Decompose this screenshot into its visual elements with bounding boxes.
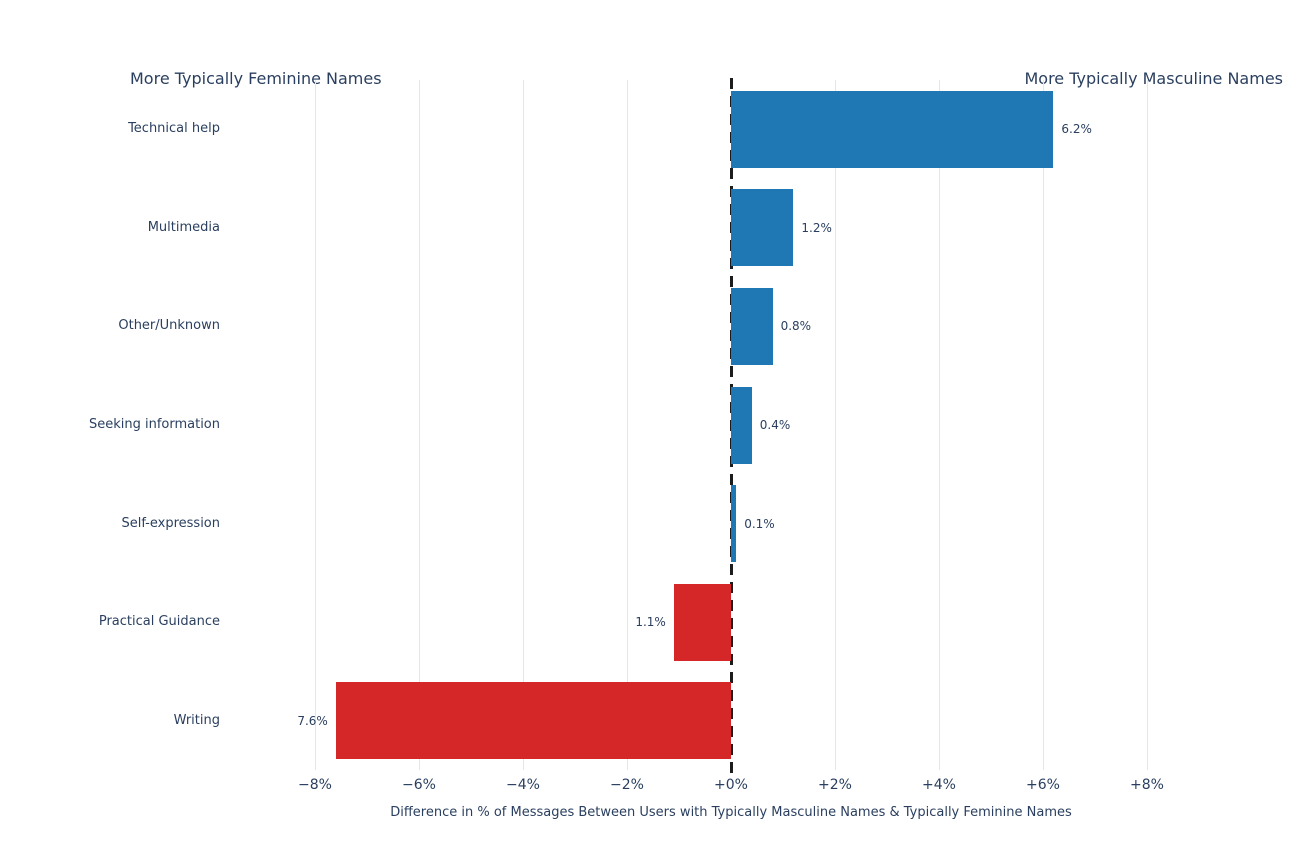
bar-value-label-seeking-information: 0.4% xyxy=(759,418,791,432)
bar-value-label-self-expression: 0.1% xyxy=(744,516,775,531)
x-tick-label: +6% xyxy=(1026,777,1060,793)
x-tick-label: −8% xyxy=(298,777,332,793)
x-tick-label: −2% xyxy=(610,777,644,793)
category-label-self-expression: Self-expression xyxy=(121,515,220,531)
bar-practical-guidance xyxy=(673,583,731,661)
x-tick-label: −4% xyxy=(506,777,540,793)
gridline xyxy=(314,80,316,770)
gridline xyxy=(522,80,524,770)
gridline xyxy=(834,80,836,770)
bar-technical-help xyxy=(731,90,1054,168)
left-column-header: More Typically Feminine Names xyxy=(130,69,382,88)
category-label-practical-guidance: Practical Guidance xyxy=(98,614,220,630)
bar-value-label-technical-help: 6.2% xyxy=(1061,122,1092,137)
category-label-multimedia: Multimedia xyxy=(147,219,220,235)
category-label-other-unknown: Other/Unknown xyxy=(118,318,220,334)
category-label-writing: Writing xyxy=(173,712,220,728)
category-label-seeking-information: Seeking information xyxy=(88,417,220,432)
x-axis-title: Difference in % of Messages Between User… xyxy=(390,805,1072,820)
x-tick-label: +0% xyxy=(714,777,748,793)
category-label-technical-help: Technical help xyxy=(128,121,220,137)
x-tick-label: +4% xyxy=(922,777,956,793)
gridline xyxy=(1042,80,1044,770)
plot-area: 6.2% 1.2% 0.8% 0.4% 0.1% 1.1% 7.6% xyxy=(289,78,1173,778)
bar-value-label-other-unknown: 0.8% xyxy=(780,319,812,334)
bar-value-label-practical-guidance: 1.1% xyxy=(635,615,666,630)
bar-value-label-multimedia: 1.2% xyxy=(801,220,832,235)
bar-seeking-information xyxy=(731,386,752,464)
bar-self-expression xyxy=(731,485,737,563)
gridline xyxy=(938,80,940,770)
gridline xyxy=(418,80,420,770)
gridline xyxy=(626,80,628,770)
bar-writing xyxy=(335,682,731,760)
bar-multimedia xyxy=(731,189,794,267)
bar-value-label-writing: 7.6% xyxy=(297,713,328,728)
bar-other-unknown xyxy=(731,287,773,365)
gridline xyxy=(1146,80,1148,770)
right-column-header: More Typically Masculine Names xyxy=(1024,69,1283,88)
x-tick-label: +8% xyxy=(1130,777,1164,793)
x-tick-label: −6% xyxy=(402,777,436,793)
x-tick-label: +2% xyxy=(818,777,852,793)
